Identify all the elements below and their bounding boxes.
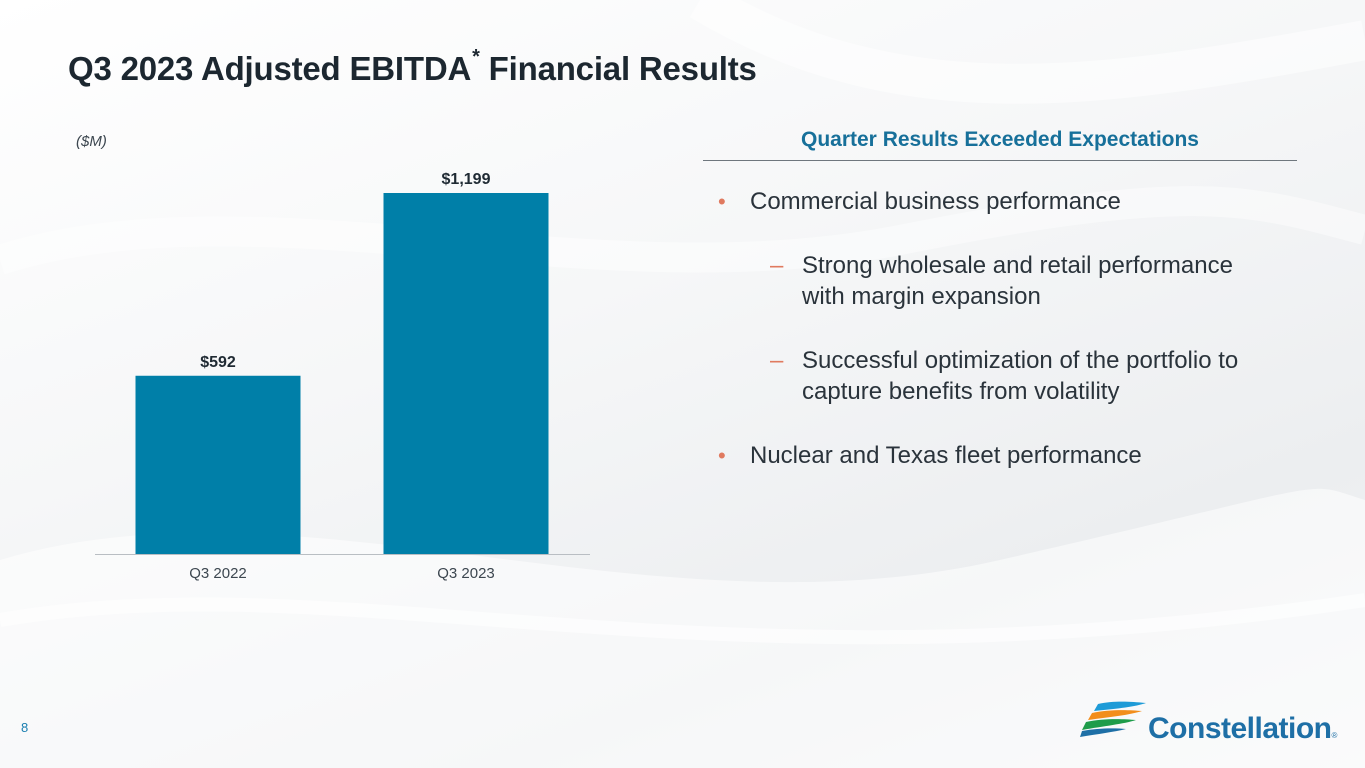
title-footnote-marker: * xyxy=(472,46,480,68)
data-label: $1,199 xyxy=(442,171,491,188)
bullet-text: Strong wholesale and retail performance … xyxy=(802,252,1233,310)
chart-unit-label: ($M) xyxy=(76,133,107,150)
bullet-item: • Commercial business performance xyxy=(718,186,1298,217)
panel-heading: Quarter Results Exceeded Expectations xyxy=(703,128,1297,161)
bullet-marker: – xyxy=(770,347,784,374)
x-tick-label: Q3 2023 xyxy=(437,565,495,582)
constellation-logo-icon xyxy=(1080,701,1146,737)
page-title: Q3 2023 Adjusted EBITDA* Financial Resul… xyxy=(68,46,757,87)
sub-bullet-item: – Successful optimization of the portfoli… xyxy=(770,345,1298,407)
logo-wordmark: Constellation® xyxy=(1148,712,1337,745)
bullet-marker: • xyxy=(718,189,726,214)
bullet-item: • Nuclear and Texas fleet performance xyxy=(718,440,1298,471)
bullet-list: • Commercial business performance – Strong … xyxy=(718,186,1298,471)
data-label: $592 xyxy=(200,354,236,371)
sub-bullet-item: – Strong wholesale and retail performance… xyxy=(770,250,1298,312)
ebitda-bar-chart: $592 Q3 2022 $1,199 Q3 2023 xyxy=(95,171,590,582)
bullet-text: Nuclear and Texas fleet performance xyxy=(750,442,1142,469)
bar-q3-2023 xyxy=(383,193,549,554)
constellation-logo: Constellation® xyxy=(1080,700,1340,750)
x-tick-label: Q3 2022 xyxy=(189,565,247,582)
bullet-marker: • xyxy=(718,443,726,468)
bar-q3-2022 xyxy=(135,375,301,554)
page-number: 8 xyxy=(21,720,29,735)
bullet-text: Commercial business performance xyxy=(750,188,1121,215)
bullet-marker: – xyxy=(770,252,784,279)
bullet-text: Successful optimization of the portfolio… xyxy=(802,347,1239,405)
